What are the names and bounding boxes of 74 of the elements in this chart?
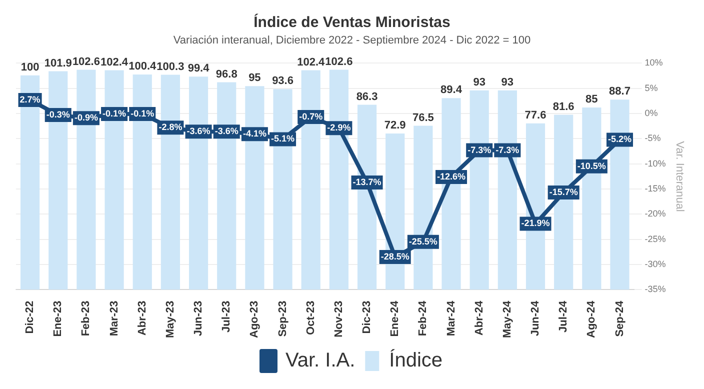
y2-tick-label: -20% — [644, 208, 666, 219]
data-label: 102.4 — [100, 56, 129, 68]
x-tick-label: Mar-23 — [108, 300, 120, 336]
bar — [48, 71, 68, 290]
data-label: 102.6 — [72, 56, 100, 68]
data-label: 93 — [501, 76, 514, 88]
bar — [498, 90, 517, 290]
x-tick-label: Mar-24 — [445, 300, 458, 336]
y2-tick-label: -30% — [644, 259, 666, 270]
data-label: 93.6 — [272, 75, 294, 88]
data-label: 85 — [586, 94, 598, 106]
bar — [245, 86, 264, 290]
data-label: 95 — [248, 72, 261, 84]
data-label: 93 — [473, 76, 486, 88]
y2-tick-label: -10% — [644, 158, 666, 168]
data-label: 72.9 — [384, 119, 406, 132]
x-tick-label: Sep-24 — [614, 300, 626, 337]
x-tick-label: Ago-23 — [248, 300, 261, 338]
bar — [301, 70, 320, 290]
legend-label: Var. I.A. — [285, 350, 356, 372]
data-label: 96.8 — [216, 68, 238, 80]
bar — [273, 89, 292, 290]
x-tick-label: Nov-23 — [332, 300, 345, 338]
bar — [20, 75, 40, 290]
data-label: 102.6 — [325, 56, 353, 68]
x-tick-label: Dic-23 — [361, 300, 374, 334]
x-tick-label: Feb-23 — [80, 300, 92, 336]
bar — [188, 76, 208, 290]
x-tick-label: Jul-23 — [220, 300, 233, 332]
data-label: 88.7 — [609, 86, 630, 98]
y2-tick-label: 0% — [644, 108, 658, 118]
y2-tick-label: -35% — [644, 284, 666, 294]
x-tick-label: Ago-24 — [586, 300, 598, 338]
x-tick-label: Jun-23 — [192, 300, 205, 336]
y2-tick-label: -5% — [644, 133, 661, 144]
x-tick-label: Oct-23 — [304, 300, 317, 335]
x-tick-label: Jun-24 — [530, 300, 542, 336]
bar — [132, 74, 152, 290]
data-label: 99.4 — [188, 62, 210, 75]
x-tick-label: Ene-23 — [52, 300, 64, 337]
bar — [76, 70, 96, 290]
data-label: 100.4 — [128, 60, 158, 73]
chart-title: Índice de Ventas Minoristas — [254, 13, 450, 32]
x-tick-label: Abr-23 — [136, 300, 148, 336]
x-tick-label: Sep-23 — [276, 300, 289, 337]
data-label: 76.5 — [412, 112, 434, 124]
data-label: 100.3 — [156, 60, 184, 73]
bar — [329, 70, 348, 290]
legend-label: Índice — [389, 348, 443, 372]
data-label: 102.4 — [297, 56, 326, 68]
y2-tick-label: -25% — [644, 234, 666, 244]
x-tick-label: Jul-24 — [558, 300, 570, 332]
bar — [610, 100, 630, 290]
y2-axis-title: Var. Interanual — [673, 141, 686, 212]
bar — [470, 90, 489, 290]
bar — [104, 70, 124, 290]
y2-tick-label: 10% — [644, 58, 663, 68]
bar — [160, 74, 180, 290]
x-tick-label: May-23 — [164, 300, 176, 338]
chart-subtitle: Variación interanual, Diciembre 2022 - Septiembre 2024 - Dic 2022 = 100 — [173, 34, 531, 47]
x-tick-label: Dic-22 — [24, 300, 36, 334]
data-label: 81.6 — [552, 100, 574, 113]
x-tick-label: Feb-24 — [417, 300, 430, 336]
data-label: 101.9 — [44, 57, 72, 70]
y2-tick-label: -15% — [644, 184, 666, 194]
data-label: 86.3 — [356, 90, 378, 103]
x-tick-label: May-24 — [501, 300, 514, 338]
x-tick-label: Abr-24 — [473, 300, 486, 336]
data-label: 89.4 — [440, 84, 463, 96]
x-tick-label: Ene-24 — [389, 300, 402, 337]
y2-tick-label: 5% — [644, 82, 658, 93]
bar — [217, 82, 236, 290]
data-label: 100 — [20, 61, 40, 74]
data-label: 77.6 — [524, 109, 546, 122]
